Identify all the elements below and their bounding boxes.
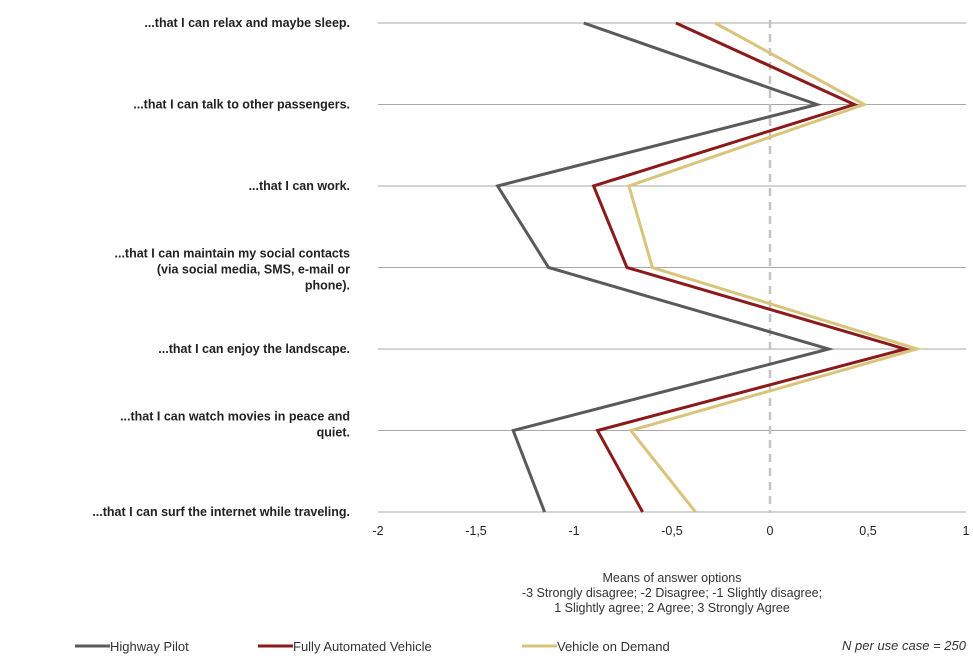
x-axis-label-line: Means of answer options (603, 571, 742, 585)
x-tick-label: -2 (372, 524, 383, 538)
x-axis-label: Means of answer options-3 Strongly disag… (522, 571, 822, 615)
x-axis-label-line: -3 Strongly disagree; -2 Disagree; -1 Sl… (522, 586, 822, 600)
series-line-vehicle-on-demand (627, 21, 923, 513)
legend-label: Vehicle on Demand (557, 639, 670, 654)
series-line-highway-pilot (495, 21, 835, 513)
series-line-fully-automated-vehicle (591, 21, 911, 513)
category-label: ...that I can watch movies in peace and q… (120, 410, 350, 440)
sample-size-note: N per use case = 250 (842, 638, 967, 653)
legend-label: Highway Pilot (110, 639, 189, 654)
x-axis-label-line: 1 Slightly agree; 2 Agree; 3 Strongly Ag… (554, 601, 790, 615)
category-label: ...that I can work. (249, 179, 350, 193)
x-tick-label: 0,5 (859, 524, 876, 538)
category-label: ...that I can relax and maybe sleep. (144, 16, 350, 30)
category-label: ...that I can talk to other passengers. (133, 98, 350, 112)
category-labels: ...that I can relax and maybe sleep. ...t… (92, 16, 350, 519)
category-label: ...that I can surf the internet while tr… (92, 505, 350, 519)
x-tick-labels: -2 -1,5 -1 -0,5 0 0,5 1 (372, 524, 969, 538)
series-lines (495, 21, 923, 513)
legend: Highway Pilot Fully Automated Vehicle Vehi… (75, 639, 670, 654)
x-tick-label: -1 (568, 524, 579, 538)
category-label: ...that I can enjoy the landscape. (158, 342, 350, 356)
x-tick-label: 0 (767, 524, 774, 538)
gridlines (378, 22, 966, 513)
x-tick-label: -1,5 (465, 524, 487, 538)
x-tick-label: 1 (963, 524, 970, 538)
x-tick-label: -0,5 (661, 524, 683, 538)
category-label: ...that I can maintain my social contact… (115, 247, 351, 293)
legend-label: Fully Automated Vehicle (293, 639, 432, 654)
